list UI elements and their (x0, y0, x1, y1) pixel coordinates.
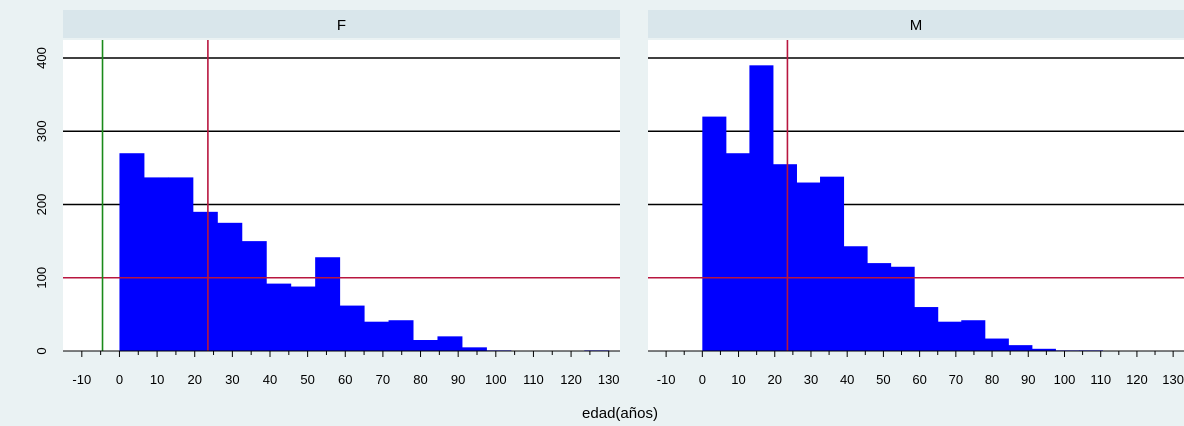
y-tick-label: 0 (34, 347, 49, 354)
histogram-bar (961, 320, 985, 351)
x-tick-label: 130 (598, 372, 620, 387)
histogram-bar (364, 322, 389, 351)
panel-m-title: M (910, 17, 923, 34)
x-tick-label: 60 (912, 372, 926, 387)
x-tick-label: 80 (413, 372, 427, 387)
x-tick-label: 30 (804, 372, 818, 387)
x-tick-label: 130 (1162, 372, 1184, 387)
histogram-bar (389, 320, 414, 351)
histogram-bar (168, 177, 193, 351)
histogram-bar (985, 339, 1009, 351)
x-tick-label: 70 (376, 372, 390, 387)
x-tick-label: 90 (451, 372, 465, 387)
histogram-bar (340, 306, 365, 351)
histogram-bar (914, 307, 938, 351)
histogram-bar (891, 267, 915, 351)
x-tick-label: 60 (338, 372, 352, 387)
histogram-bar (144, 177, 169, 351)
y-tick-label: 100 (34, 267, 49, 289)
x-tick-label: 0 (116, 372, 123, 387)
panel-m-plot-area: -10 0 10 20 30 40 50 60 70 80 90 100 110 120 130 (648, 40, 1184, 387)
x-tick-label: 100 (485, 372, 507, 387)
histogram-bar (193, 212, 218, 351)
x-tick-label: 30 (225, 372, 239, 387)
histogram-bar (773, 164, 797, 351)
x-tick-label: 50 (876, 372, 890, 387)
x-tick-label: 90 (1021, 372, 1035, 387)
panel-f-plot-area: -10 0 10 20 30 40 50 60 70 80 90 100 110 120 130 (63, 40, 620, 387)
panel-m: M -10 0 10 20 30 40 50 60 70 80 90 100 110 120 130 (648, 10, 1184, 387)
x-tick-label: 110 (1090, 372, 1111, 387)
histogram-bar (1008, 345, 1032, 351)
x-tick-label: 0 (699, 372, 706, 387)
x-tick-label: 110 (523, 372, 544, 387)
histogram-bar (702, 117, 726, 351)
histogram-bar (291, 287, 316, 351)
histogram-bar (726, 153, 750, 351)
histogram-bar (820, 177, 844, 351)
x-tick-label: 100 (1054, 372, 1076, 387)
histogram-bar (119, 153, 144, 351)
y-tick-label: 400 (34, 47, 49, 69)
histogram-bar (796, 183, 820, 351)
histogram-bar (242, 241, 267, 351)
histogram-bar (217, 223, 242, 351)
x-tick-label: 120 (560, 372, 582, 387)
x-tick-label: 20 (768, 372, 782, 387)
histogram-bar (867, 263, 891, 351)
y-axis: 0 100 200 300 400 (34, 47, 49, 354)
x-tick-label: 50 (300, 372, 314, 387)
x-tick-label: 10 (731, 372, 745, 387)
histogram-bar (844, 246, 868, 351)
x-tick-label: 40 (263, 372, 277, 387)
x-tick-label: 20 (187, 372, 201, 387)
x-tick-label: -10 (657, 372, 676, 387)
histogram-bar (315, 257, 340, 351)
x-tick-label: -10 (72, 372, 91, 387)
panel-f: F -10 0 10 20 30 40 50 60 70 80 90 100 110 120 130 (63, 10, 620, 387)
panel-f-title: F (337, 17, 346, 34)
x-axis-title: edad(años) (582, 405, 658, 422)
x-tick-label: 70 (949, 372, 963, 387)
x-tick-label: 80 (985, 372, 999, 387)
histogram-bar (462, 347, 487, 351)
histogram-bar (938, 322, 962, 351)
histogram-bar (266, 284, 291, 351)
histogram-bar (437, 336, 462, 351)
y-tick-label: 200 (34, 194, 49, 216)
histogram-bar (413, 340, 438, 351)
x-tick-label: 10 (150, 372, 164, 387)
y-tick-label: 300 (34, 120, 49, 142)
x-tick-label: 40 (840, 372, 854, 387)
x-tick-label: 120 (1126, 372, 1148, 387)
histogram-bar (749, 65, 773, 351)
